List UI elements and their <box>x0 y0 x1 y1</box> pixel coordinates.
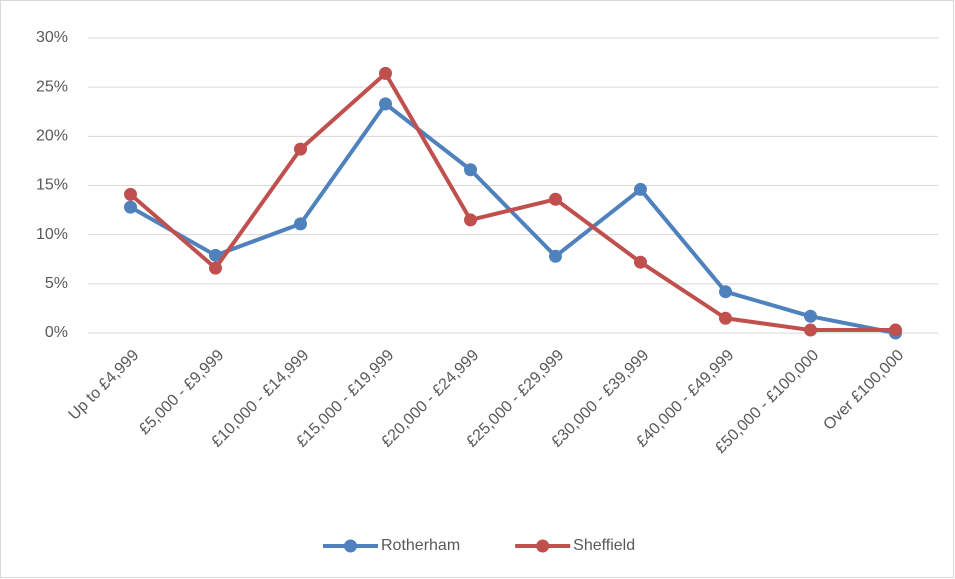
y-tick-label: 5% <box>45 275 68 292</box>
data-point <box>294 217 307 231</box>
legend-marker <box>536 539 550 553</box>
y-tick-label: 20% <box>36 128 68 145</box>
data-point <box>804 309 817 323</box>
y-tick-label: 25% <box>36 78 68 95</box>
legend-label: Rotherham <box>381 537 460 554</box>
y-tick-label: 10% <box>36 226 68 243</box>
y-tick-label: 15% <box>36 177 68 194</box>
data-point <box>209 261 222 275</box>
y-tick-label: 0% <box>45 324 68 341</box>
data-point <box>124 187 137 201</box>
data-point <box>294 142 307 156</box>
data-point <box>634 255 647 269</box>
legend-label: Sheffield <box>573 537 635 554</box>
data-point <box>634 182 647 196</box>
data-point <box>124 200 137 214</box>
data-point <box>719 311 732 325</box>
data-point <box>719 285 732 299</box>
data-point <box>804 323 817 337</box>
data-point <box>464 213 477 227</box>
data-point <box>379 97 392 111</box>
data-point <box>464 163 477 177</box>
data-point <box>889 323 902 337</box>
data-point <box>549 249 562 263</box>
series-line <box>129 101 896 335</box>
data-point <box>549 192 562 206</box>
data-point <box>379 66 392 80</box>
y-tick-label: 30% <box>36 29 68 46</box>
data-point <box>209 248 222 262</box>
series-line <box>129 71 896 333</box>
legend-marker <box>344 539 357 553</box>
